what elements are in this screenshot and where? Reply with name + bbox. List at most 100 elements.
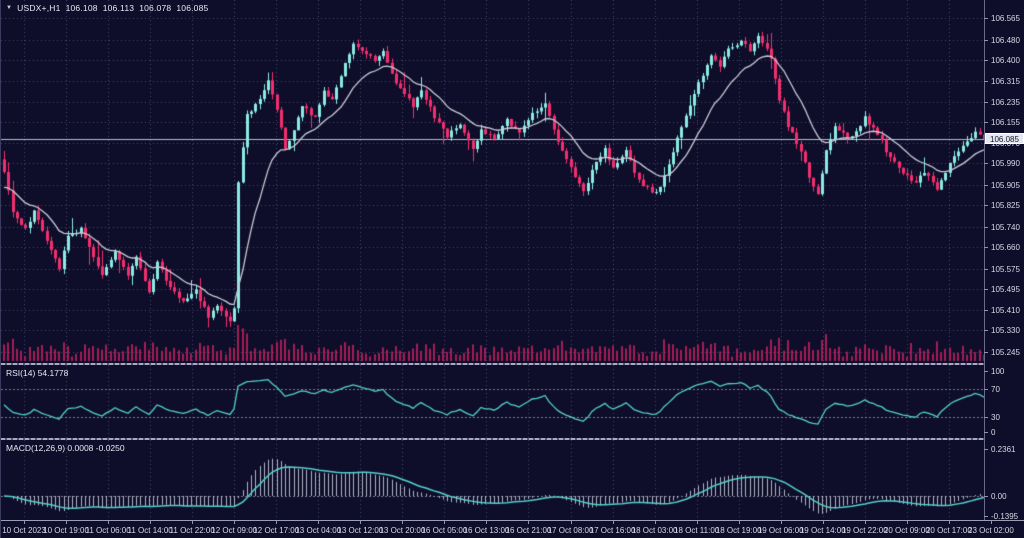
price-axis-label: 106.480 [991,36,1020,45]
price-axis-label: 106.235 [991,98,1020,107]
time-axis-label: 19 Oct 14:00 [799,526,846,535]
price-axis-label: 106.155 [991,118,1020,127]
rsi-axis-label: 30 [991,413,1000,422]
axis-tick [984,60,988,61]
axis-tick [984,417,988,418]
main-chart-canvas[interactable] [1,0,984,363]
price-axis-label: 105.495 [991,285,1020,294]
ohlc-open: 106.108 [65,3,98,13]
rsi-axis-label: 0 [991,428,996,437]
price-axis-label: 105.245 [991,348,1020,357]
time-axis-label: 19 Oct 22:00 [841,526,888,535]
panel-separator[interactable] [1,438,1024,440]
time-axis-label: 20 Oct 17:00 [925,526,972,535]
ohlc-high: 106.113 [102,3,135,13]
macd-axis-label: 0.2361 [991,445,1016,454]
axis-tick [984,205,988,206]
price-axis-label: 106.400 [991,56,1020,65]
axis-tick [984,18,988,19]
time-axis-tick [781,521,782,524]
time-axis-label: 20 Oct 09:00 [883,526,930,535]
time-axis-label: 16 Oct 21:00 [505,526,552,535]
axis-tick [984,516,988,517]
price-axis-label: 105.330 [991,326,1020,335]
time-axis-label: 13 Oct 04:00 [295,526,342,535]
time-axis-tick [24,521,25,524]
time-axis-tick [402,521,403,524]
rsi-chart-canvas[interactable] [1,365,984,438]
axis-tick [984,122,988,123]
time-axis-label: 23 Oct 02:00 [968,526,1014,535]
axis-tick [984,352,988,353]
current-price-tag: 106.085 [985,133,1024,144]
time-axis-label: 18 Oct 19:00 [715,526,762,535]
time-axis-label: 16 Oct 13:00 [463,526,510,535]
axis-tick [984,289,988,290]
symbol-marker-icon[interactable]: ▼ [6,5,13,11]
axis-tick [984,449,988,450]
time-axis-tick [150,521,151,524]
axis-tick [984,432,988,433]
time-axis-tick [234,521,235,524]
time-axis-tick [907,521,908,524]
time-axis-label: 13 Oct 20:00 [379,526,426,535]
time-axis-label: 10 Oct 2023 [2,526,46,535]
time-axis-tick [318,521,319,524]
time-axis-label: 17 Oct 16:00 [589,526,636,535]
axis-tick [984,81,988,82]
macd-indicator-label: MACD(12,26,9) 0.0008 -0.0250 [6,443,125,453]
time-axis-tick [613,521,614,524]
panel-separator[interactable] [1,363,1024,365]
axis-tick [984,330,988,331]
time-axis-tick [823,521,824,524]
time-axis-label: 11 Oct 06:00 [85,526,131,535]
price-axis-label: 105.410 [991,306,1020,315]
axis-tick [984,102,988,103]
ohlc-close: 106.085 [176,3,209,13]
macd-axis-label: 0.00 [991,492,1007,501]
price-axis[interactable]: 106.565 106.480 106.400 106.315 106.235 106.1… [984,0,1024,521]
time-axis-label: 12 Oct 09:00 [211,526,258,535]
time-axis-tick [991,521,992,524]
axis-tick [984,247,988,248]
price-axis-label: 105.825 [991,201,1020,210]
time-axis-tick [697,521,698,524]
rsi-axis-label: 70 [991,385,1000,394]
time-axis-tick [444,521,445,524]
axis-tick [984,269,988,270]
ohlc-low: 106.078 [139,3,172,13]
price-axis-label: 105.575 [991,265,1020,274]
time-axis-tick [571,521,572,524]
time-axis-label: 19 Oct 06:00 [757,526,804,535]
time-axis-tick [528,521,529,524]
axis-tick [984,185,988,186]
time-axis-tick [276,521,277,524]
time-axis-label: 11 Oct 14:00 [127,526,173,535]
time-axis[interactable]: 10 Oct 2023 10 Oct 19:00 11 Oct 06:00 11 Oc… [1,520,1024,538]
price-axis-label: 106.565 [991,14,1020,23]
time-axis-tick [865,521,866,524]
axis-tick [984,371,988,372]
time-axis-label: 18 Oct 03:00 [631,526,678,535]
time-axis-label: 18 Oct 11:00 [674,526,720,535]
axis-tick [984,496,988,497]
symbol-period: USDX+,H1 [17,3,61,13]
time-axis-tick [192,521,193,524]
chart-title: ▼ USDX+,H1 106.108 106.113 106.078 106.0… [6,3,208,13]
time-axis-label: 17 Oct 08:00 [547,526,594,535]
macd-chart-canvas[interactable] [1,440,984,520]
rsi-indicator-label: RSI(14) 54.1778 [6,368,69,378]
axis-tick [984,163,988,164]
time-axis-tick [739,521,740,524]
time-axis-tick [486,521,487,524]
time-axis-tick [360,521,361,524]
time-axis-tick [949,521,950,524]
axis-tick [984,40,988,41]
rsi-axis-label: 100 [991,367,1005,376]
time-axis-label: 16 Oct 05:00 [421,526,468,535]
macd-axis-label: -0.1395 [991,512,1019,521]
price-axis-label: 105.990 [991,159,1020,168]
time-axis-tick [66,521,67,524]
price-axis-label: 105.660 [991,243,1020,252]
axis-tick [984,389,988,390]
